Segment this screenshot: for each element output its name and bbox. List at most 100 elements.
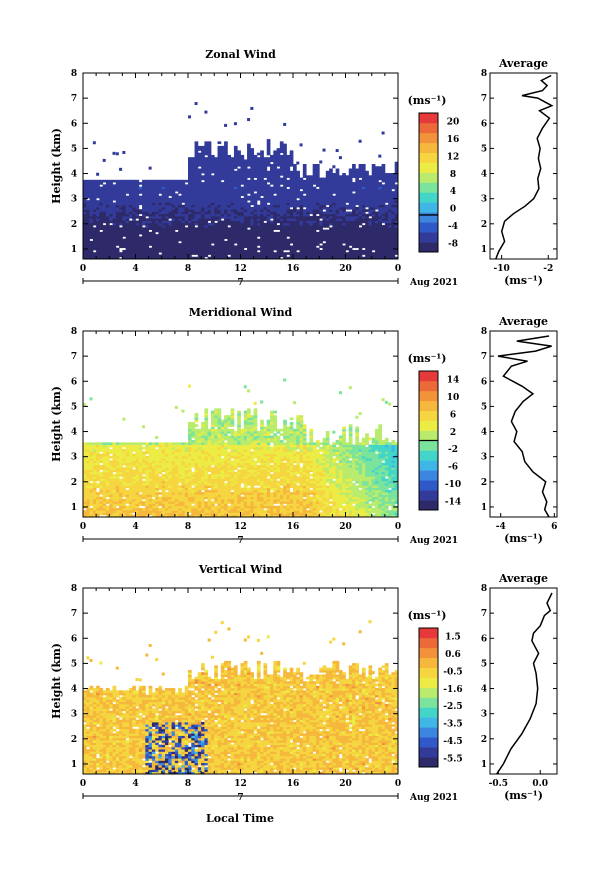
- heatmap-cell: [345, 184, 350, 188]
- heatmap-cell: [365, 229, 369, 233]
- heatmap-cell: [122, 184, 127, 188]
- heatmap-cell: [302, 229, 307, 233]
- heatmap-cell: [289, 220, 294, 224]
- heatmap-cell: [256, 220, 261, 224]
- heatmap-cell: [197, 220, 202, 224]
- heatmap-cell: [145, 231, 150, 235]
- heatmap-cell: [220, 206, 225, 210]
- heatmap-cell: [325, 202, 330, 206]
- heatmap-cell: [270, 245, 274, 249]
- heatmap-cell: [312, 200, 317, 203]
- heatmap-cell: [125, 510, 130, 513]
- heatmap-cell: [161, 240, 166, 244]
- heatmap-cell: [266, 197, 271, 201]
- heatmap-cell: [168, 234, 172, 237]
- heatmap-cell: [194, 245, 199, 249]
- colorbar-segment: [419, 202, 438, 213]
- heatmap-cell: [230, 168, 235, 172]
- heatmap-cell: [128, 514, 133, 518]
- heatmap-cell: [289, 238, 294, 242]
- heatmap-cell: [99, 487, 104, 491]
- heatmap-cell: [204, 231, 209, 235]
- heatmap-cell: [276, 161, 281, 165]
- heatmap-cell: [119, 498, 123, 502]
- heatmap-cell: [188, 462, 192, 466]
- heatmap-cell: [102, 485, 107, 488]
- heatmap-cell: [368, 252, 373, 255]
- heatmap-cell: [302, 227, 307, 230]
- heatmap-cell: [217, 209, 222, 212]
- heatmap-cell: [224, 220, 228, 224]
- heatmap-cell: [171, 460, 176, 464]
- heatmap-cell: [237, 202, 241, 206]
- chart-title: Meridional Wind: [189, 306, 293, 319]
- heatmap-cell: [214, 225, 218, 228]
- heatmap-cell: [312, 191, 317, 194]
- heatmap-cell: [319, 211, 323, 215]
- heatmap-cell: [188, 225, 192, 228]
- heatmap-cell: [132, 220, 136, 224]
- heatmap-cell: [197, 240, 202, 244]
- heatmap-cell: [250, 177, 255, 181]
- heatmap-cell: [335, 231, 340, 235]
- heatmap-cell: [315, 209, 320, 212]
- heatmap-cell: [302, 236, 307, 240]
- heatmap-cell: [214, 216, 218, 219]
- heatmap-cell: [335, 213, 340, 217]
- heatmap-cell: [168, 471, 172, 475]
- heatmap-cell: [352, 200, 356, 203]
- heatmap-cell: [125, 489, 130, 493]
- heatmap-cell: [83, 498, 87, 502]
- heatmap-cell: [388, 186, 392, 190]
- heatmap-cell: [247, 229, 251, 233]
- heatmap-cell: [230, 193, 235, 197]
- heatmap-cell: [263, 179, 268, 183]
- heatmap-cell: [273, 213, 277, 217]
- heatmap-cell: [355, 218, 360, 221]
- heatmap-cell: [168, 483, 172, 486]
- heatmap-cell: [233, 193, 238, 197]
- heatmap-cell: [368, 182, 373, 185]
- heatmap-cell: [155, 184, 159, 188]
- heatmap-cell: [188, 182, 192, 185]
- heatmap-cell: [158, 478, 163, 482]
- heatmap-cell: [142, 243, 146, 246]
- heatmap-cell: [381, 195, 386, 199]
- heatmap-cell: [266, 157, 271, 160]
- heatmap-cell: [181, 485, 186, 488]
- heatmap-cell: [342, 186, 346, 190]
- heatmap-cell: [125, 494, 130, 498]
- heatmap-cell: [224, 213, 228, 217]
- heatmap-cell: [371, 225, 376, 228]
- heatmap-cell: [338, 236, 343, 240]
- heatmap-cell: [224, 145, 228, 149]
- heatmap-cell: [102, 489, 107, 493]
- heatmap-cell: [194, 195, 199, 199]
- heatmap-cell: [306, 243, 310, 246]
- heatmap-cell: [204, 148, 209, 151]
- heatmap-cell: [319, 245, 323, 249]
- heatmap-cell: [112, 195, 117, 199]
- heatmap-cell: [250, 186, 255, 190]
- heatmap-cell: [148, 501, 153, 504]
- heatmap-cell: [381, 209, 386, 212]
- heatmap-cell: [273, 206, 277, 210]
- heatmap-cell: [276, 243, 281, 246]
- heatmap-cell: [388, 218, 392, 221]
- heatmap-cell: [112, 489, 117, 493]
- heatmap-cell: [391, 211, 396, 215]
- heatmap-cell: [293, 213, 297, 217]
- heatmap-cell: [342, 245, 346, 249]
- heatmap-cell: [158, 458, 163, 461]
- heatmap-cell: [96, 172, 100, 176]
- heatmap-cell: [194, 197, 199, 201]
- heatmap-cell: [86, 236, 90, 240]
- heatmap-cell: [279, 240, 284, 244]
- heatmap-cell: [115, 191, 120, 194]
- heatmap-cell: [135, 458, 140, 461]
- heatmap-cell: [368, 188, 373, 192]
- heatmap-cell: [237, 184, 241, 188]
- heatmap-cell: [230, 236, 235, 240]
- heatmap-cell: [243, 238, 248, 242]
- heatmap-cell: [253, 154, 258, 158]
